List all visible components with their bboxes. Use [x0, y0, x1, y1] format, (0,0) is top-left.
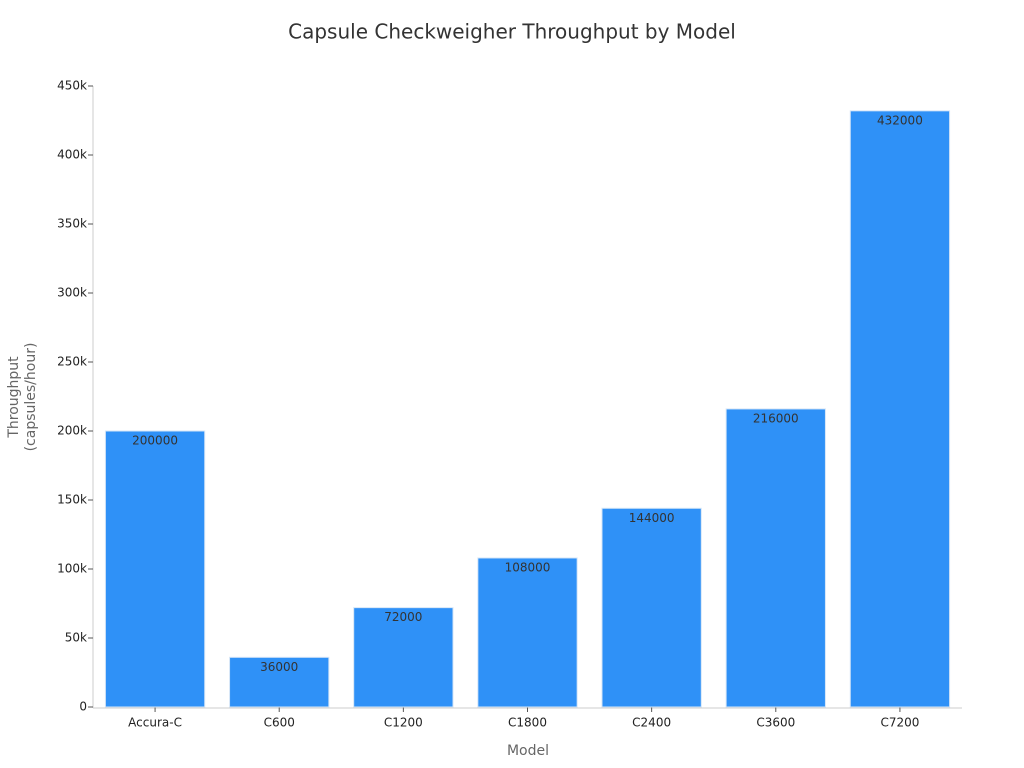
value-label: 432000 — [877, 113, 923, 127]
value-label: 36000 — [260, 660, 298, 674]
x-tick-label: C600 — [264, 716, 295, 730]
value-label: 144000 — [629, 511, 675, 525]
value-label: 200000 — [132, 434, 178, 448]
value-label: 108000 — [505, 560, 551, 574]
y-tick-label: 400k — [57, 148, 87, 162]
y-tick-label: 0 — [79, 700, 87, 714]
y-tick-label: 150k — [57, 493, 87, 507]
y-tick-label: 100k — [57, 562, 87, 576]
x-tick-label: C7200 — [880, 716, 919, 730]
chart-title: Capsule Checkweigher Throughput by Model — [288, 20, 736, 44]
bar — [725, 408, 826, 708]
x-tick-label: C3600 — [756, 716, 795, 730]
y-tick-label: 450k — [57, 79, 87, 93]
y-tick-label: 200k — [57, 424, 87, 438]
y-tick-label: 300k — [57, 286, 87, 300]
x-tick-label: Accura-C — [128, 716, 182, 730]
y-axis-title-line: Throughput — [6, 356, 22, 439]
bar — [104, 430, 206, 708]
x-tick-label: C1200 — [384, 716, 423, 730]
bar — [601, 507, 702, 708]
y-tick-label: 250k — [57, 355, 87, 369]
y-tick-label: 50k — [65, 631, 87, 645]
bar — [229, 656, 330, 708]
bar — [477, 557, 578, 708]
value-label: 72000 — [384, 610, 422, 624]
x-axis-title: Model — [507, 743, 549, 759]
y-tick-label: 350k — [57, 217, 87, 231]
bar — [849, 110, 951, 708]
y-axis-title-line: (capsules/hour) — [23, 343, 39, 452]
x-tick-label: C1800 — [508, 716, 547, 730]
y-axis-title: Throughput (capsules/hour) — [6, 343, 39, 452]
x-tick-label: C2400 — [632, 716, 671, 730]
value-label: 216000 — [753, 411, 799, 425]
bar — [353, 607, 454, 708]
